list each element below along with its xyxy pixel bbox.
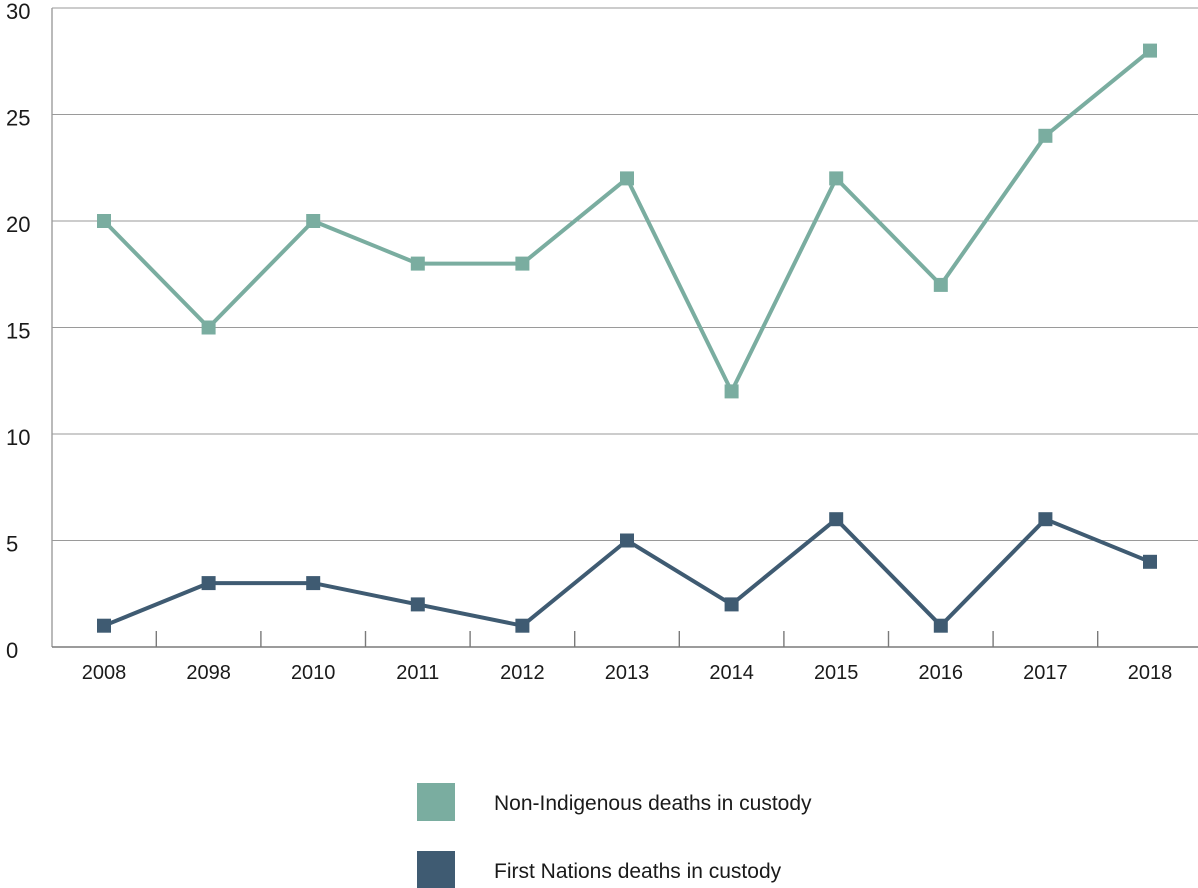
x-tick-label: 2018 [1128,662,1173,684]
y-axis: 0 5 10 15 20 25 30 [6,0,30,663]
x-tick-label: 2012 [500,662,545,684]
data-point [620,533,634,548]
data-point [306,576,321,591]
x-tick-label: 2016 [919,662,964,684]
y-tick-label: 0 [6,638,18,663]
legend-item: Non-Indigenous deaths in custody [417,783,812,821]
series-1 [97,43,1157,399]
x-tick-label: 2013 [605,662,650,684]
data-point [97,214,111,228]
legend-swatch [417,851,455,888]
data-point [201,320,216,335]
data-point [724,597,739,612]
data-point [620,171,634,186]
data-point [829,171,844,186]
legend-item: First Nations deaths in custody [417,851,782,888]
y-tick-label: 15 [6,319,30,344]
plot-area [97,43,1157,633]
data-point [933,618,948,633]
x-tick-label: 2011 [396,662,439,684]
data-point [97,618,111,633]
data-point [829,512,844,527]
x-tick-label: 2098 [186,662,231,684]
legend-swatch [417,783,455,821]
y-tick-label: 25 [6,106,30,131]
data-point [201,576,216,591]
x-tick-label: 2008 [82,662,127,684]
data-point [515,256,530,271]
series-2 [97,512,1157,633]
y-tick-label: 20 [6,212,30,237]
legend: Non-Indigenous deaths in custody First Na… [417,783,812,888]
data-point [306,214,321,228]
data-point [933,277,948,292]
data-point [410,256,425,271]
x-tick-label: 2015 [814,662,859,684]
y-tick-label: 5 [6,532,18,557]
data-point [410,597,425,612]
data-point [1038,512,1053,527]
data-point [1038,128,1053,143]
x-tick-label: 2010 [291,662,336,684]
legend-label: First Nations deaths in custody [494,860,782,883]
data-point [515,618,530,633]
x-tick-label: 2014 [709,662,754,684]
y-tick-label: 30 [6,0,30,24]
y-tick-label: 10 [6,425,30,450]
gridlines [51,7,1198,648]
data-point [1143,554,1157,569]
x-axis: 2008 2098 2010 2011 2012 2013 2014 2015 2016 2017… [82,631,1173,684]
data-point [724,384,739,399]
legend-label: Non-Indigenous deaths in custody [494,792,812,815]
x-tick-label: 2017 [1023,662,1068,684]
data-point [1143,43,1157,58]
